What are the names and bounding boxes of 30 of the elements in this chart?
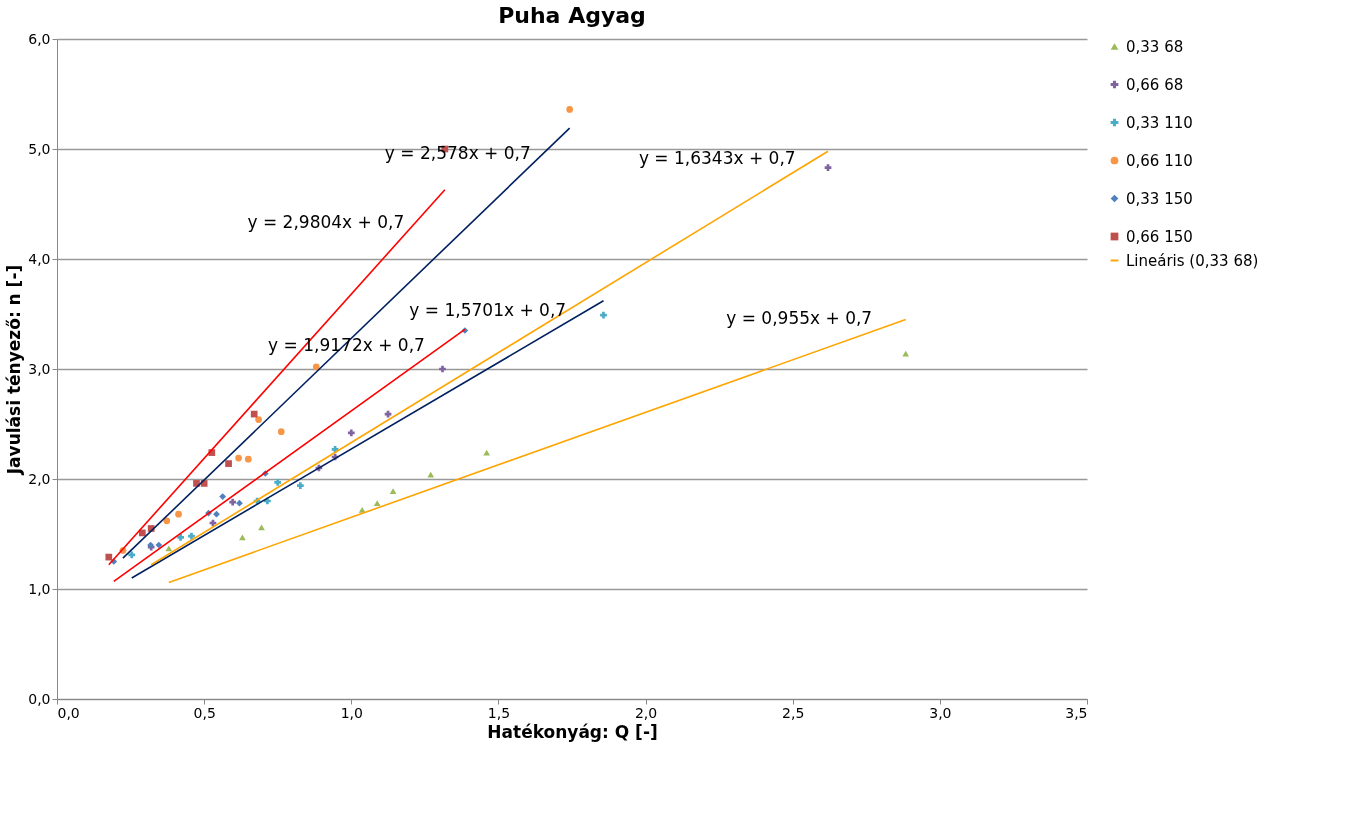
y-axis-title: Javulási tényező: n [-] <box>4 264 25 476</box>
legend-label: 0,33 68 <box>1126 37 1184 56</box>
annotation: y = 0,955x + 0,7 <box>726 307 873 328</box>
y-tick-label: 3,0 <box>28 360 51 377</box>
annotation: y = 2,578x + 0,7 <box>384 142 531 163</box>
annotation: y = 1,5701x + 0,7 <box>409 299 567 320</box>
y-tick-label: 1,0 <box>28 580 51 597</box>
legend-label: 0,66 150 <box>1126 227 1193 246</box>
legend-label: 0,33 150 <box>1126 189 1193 208</box>
x-tick-label: 1,5 <box>487 704 511 721</box>
annotation: y = 2,9804x + 0,7 <box>247 211 405 232</box>
legend-label: 0,66 110 <box>1126 151 1193 170</box>
x-tick-label: 3,0 <box>929 704 952 721</box>
annotation: y = 1,6343x + 0,7 <box>638 148 796 168</box>
x-axis-title: Hatékonyág: Q [-] <box>487 721 658 742</box>
legend-label: Lineáris (0,33 68) <box>1126 251 1259 270</box>
y-tick-label: 2,0 <box>28 470 51 487</box>
chart-title: Puha Agyag <box>498 3 646 28</box>
y-tick-label: 6,0 <box>28 30 51 47</box>
y-tick-label: 0,0 <box>28 690 51 707</box>
x-tick-label: 1,0 <box>340 704 363 721</box>
legend-label: 0,66 68 <box>1126 75 1184 94</box>
legend-label: 0,33 110 <box>1126 113 1193 132</box>
x-tick-label: 2,0 <box>634 704 658 721</box>
x-tick-label: 3,5 <box>1065 704 1088 721</box>
y-tick-label: 5,0 <box>28 140 51 157</box>
x-tick-label: 0,0 <box>57 704 80 721</box>
x-tick-label: 0,5 <box>193 704 216 721</box>
x-tick-label: 2,5 <box>782 704 805 721</box>
y-tick-label: 4,0 <box>28 250 51 267</box>
